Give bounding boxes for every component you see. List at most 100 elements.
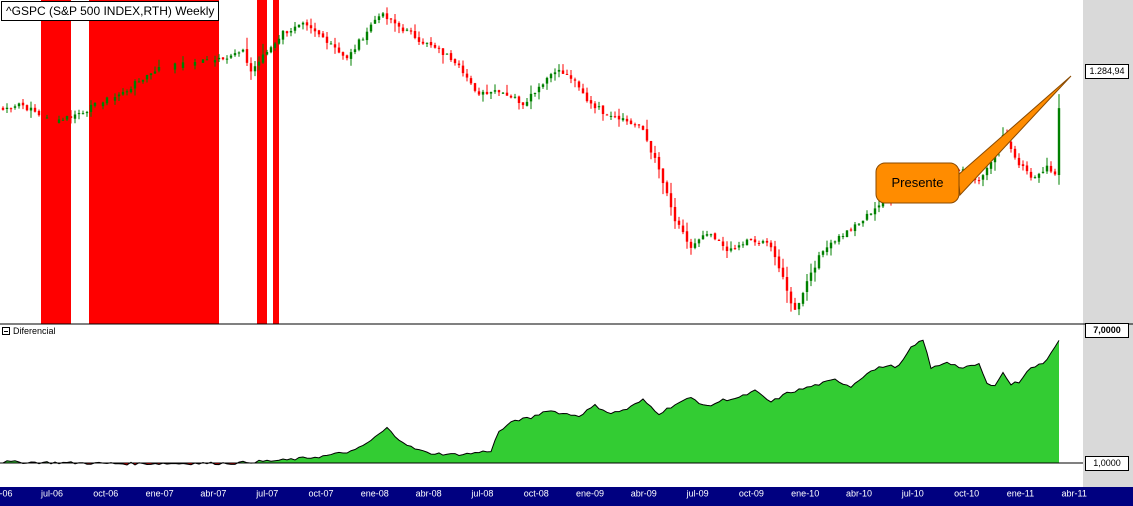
candle	[321, 31, 325, 38]
time-axis-label: ene-08	[361, 488, 389, 498]
candle	[345, 54, 349, 61]
candle	[521, 102, 525, 110]
candle	[393, 14, 397, 32]
candle	[381, 11, 385, 18]
candle	[109, 97, 113, 103]
candle	[637, 124, 641, 129]
candle	[489, 91, 493, 99]
collapse-icon[interactable]	[2, 327, 10, 335]
chart-title: ^GSPC (S&P 500 INDEX,RTH) Weekly	[1, 1, 220, 21]
candle	[697, 238, 701, 247]
candle	[541, 83, 545, 89]
candle	[517, 95, 521, 110]
candle	[373, 15, 377, 25]
candle	[53, 117, 57, 125]
candle	[173, 62, 177, 74]
candle	[185, 61, 189, 70]
time-axis-label: ene-11	[1007, 488, 1034, 498]
candle	[177, 61, 181, 68]
candle	[461, 60, 465, 77]
candle	[249, 57, 253, 80]
candle	[485, 84, 489, 95]
candle	[613, 111, 617, 119]
candle	[157, 59, 161, 73]
candle	[209, 59, 213, 65]
candle	[85, 110, 89, 117]
candle	[89, 100, 93, 117]
candle	[305, 19, 309, 31]
time-axis-label: jul-10	[901, 488, 924, 498]
candle	[833, 240, 837, 245]
candle	[449, 50, 453, 62]
candle	[605, 113, 609, 116]
candle	[429, 37, 433, 48]
candle	[465, 68, 469, 82]
right-price-strip[interactable]	[1083, 0, 1133, 487]
time-axis-label: oct-06	[93, 488, 118, 498]
candle	[1057, 94, 1061, 185]
candle	[581, 83, 585, 94]
diferencial-bottom-tag: 1,0000	[1085, 456, 1129, 471]
candle	[409, 27, 413, 35]
time-axis-label: abr-09	[631, 488, 657, 498]
candle	[857, 223, 861, 227]
candle	[865, 210, 869, 221]
candle	[313, 22, 317, 37]
candle	[13, 104, 17, 110]
candle	[749, 238, 753, 241]
candle	[861, 220, 865, 227]
candle	[989, 160, 993, 175]
candle	[513, 93, 517, 99]
candle	[161, 63, 165, 73]
candle	[349, 48, 353, 66]
candle	[673, 197, 677, 229]
candlestick-series	[1, 7, 1061, 316]
candle	[293, 21, 297, 34]
candle	[545, 76, 549, 90]
signal-zone	[257, 0, 267, 324]
candle	[137, 78, 141, 83]
candle	[549, 72, 553, 83]
time-axis-label: abr-11	[1062, 488, 1087, 498]
candle	[325, 32, 329, 50]
candle	[813, 260, 817, 282]
sub-panel-title: Diferencial	[13, 326, 56, 336]
candle	[533, 92, 537, 97]
diferencial-top-tag: 7,0000	[1085, 323, 1129, 338]
candle	[617, 108, 621, 127]
candle	[17, 102, 21, 109]
candle	[65, 115, 69, 121]
time-axis-label: ene-07	[146, 488, 174, 498]
candle	[497, 89, 501, 96]
candle	[217, 54, 221, 63]
time-axis-label: jul-08	[470, 488, 493, 498]
candle	[149, 73, 153, 80]
diferencial-area	[2, 339, 1060, 466]
candle	[753, 236, 757, 246]
candle	[361, 37, 365, 41]
candle	[765, 238, 769, 247]
candle	[97, 101, 101, 109]
candle	[129, 86, 133, 94]
candle	[641, 125, 645, 131]
candle	[1, 106, 5, 111]
candle	[717, 238, 721, 242]
candle	[425, 42, 429, 47]
time-axis-label: abr-10	[846, 488, 872, 498]
candle	[45, 114, 49, 119]
candle	[841, 233, 845, 240]
candle	[21, 99, 25, 110]
candle	[625, 115, 629, 125]
time-axis-label: jul-06	[40, 488, 63, 498]
candle	[1049, 161, 1053, 174]
candle	[437, 45, 441, 54]
candle	[81, 110, 85, 115]
callout-bubble	[875, 162, 960, 204]
candle	[121, 88, 125, 96]
candle	[705, 230, 709, 237]
candle	[277, 34, 281, 45]
time-axis-bar[interactable]	[0, 487, 1133, 506]
candle	[401, 24, 405, 34]
candle	[37, 109, 41, 117]
